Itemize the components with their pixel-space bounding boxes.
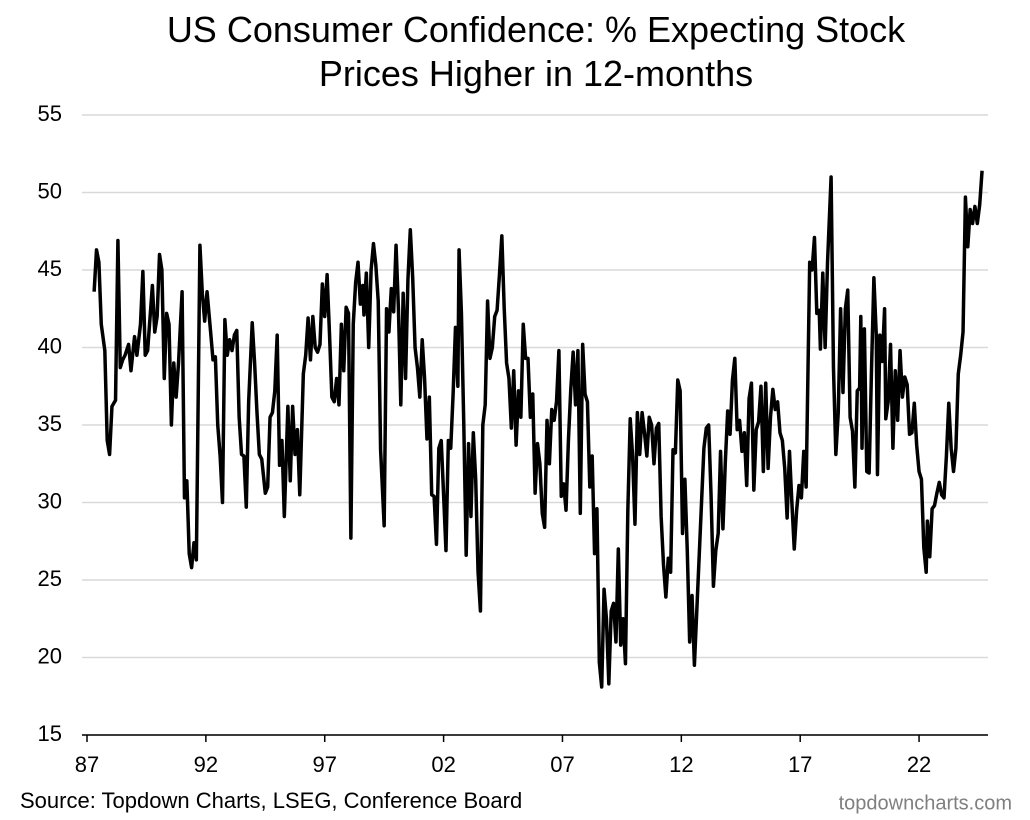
x-tick-label: 87 [75, 752, 99, 777]
y-tick-label: 25 [38, 566, 62, 591]
y-tick-label: 40 [38, 333, 62, 358]
watermark: topdowncharts.com [839, 792, 1012, 814]
x-tick-label: 07 [550, 752, 574, 777]
x-tick-label: 97 [312, 752, 336, 777]
y-tick-label: 35 [38, 411, 62, 436]
source-note: Source: Topdown Charts, LSEG, Conference… [20, 788, 522, 813]
y-tick-label: 50 [38, 178, 62, 203]
data-line [92, 170, 984, 689]
y-tick-label: 15 [38, 721, 62, 746]
x-tick-label: 17 [788, 752, 812, 777]
y-tick-label: 30 [38, 488, 62, 513]
x-tick-label: 12 [669, 752, 693, 777]
y-tick-label: 20 [38, 643, 62, 668]
x-tick-label: 02 [431, 752, 455, 777]
y-tick-label: 45 [38, 256, 62, 281]
x-tick-label: 22 [907, 752, 931, 777]
chart-title: US Consumer Confidence: % Expecting Stoc… [166, 9, 906, 94]
y-tick-label: 55 [38, 101, 62, 126]
x-tick-label: 92 [194, 752, 218, 777]
